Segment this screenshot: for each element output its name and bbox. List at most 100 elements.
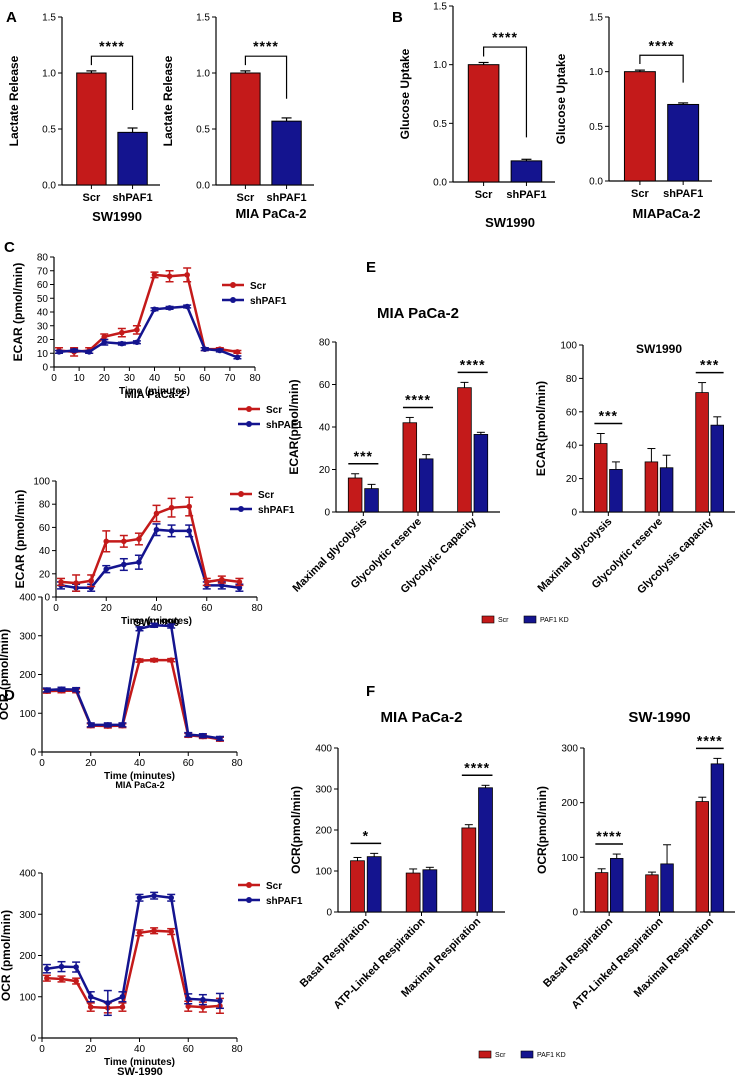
series-line bbox=[60, 505, 240, 585]
legend-swatch bbox=[523, 615, 537, 624]
data-point bbox=[234, 349, 241, 355]
y-tick-label: 400 bbox=[19, 593, 36, 604]
x-tick-label: 0 bbox=[51, 373, 57, 384]
y-tick-label: 1.5 bbox=[196, 13, 210, 24]
x-category-label: Scr bbox=[475, 189, 493, 201]
y-tick-label: 80 bbox=[37, 253, 49, 264]
data-point bbox=[119, 993, 126, 1000]
data-point bbox=[151, 892, 157, 899]
y-tick-label: 0.0 bbox=[589, 177, 603, 188]
data-point bbox=[186, 503, 192, 510]
y-tick-label: 20 bbox=[566, 474, 578, 485]
bar-1 bbox=[271, 120, 302, 186]
bar-1 bbox=[667, 103, 700, 182]
y-tick-label: 0 bbox=[44, 593, 50, 604]
y-tick-label: 40 bbox=[37, 308, 49, 319]
data-point bbox=[136, 625, 143, 632]
y-axis-label: ECAR (pmol/min) bbox=[11, 263, 25, 362]
significance-label: **** bbox=[253, 38, 279, 54]
chart-title: MIA PaCa-2 bbox=[381, 709, 463, 726]
y-tick-label: 100 bbox=[561, 853, 578, 864]
x-tick-label: 60 bbox=[183, 758, 195, 769]
data-point bbox=[44, 687, 50, 693]
x-tick-label: 0 bbox=[39, 1044, 45, 1055]
chart-c1: 0 10 20 30 40 50 60 70 80 ECAR (pmol/min) 0 10 20 30 4… bbox=[11, 253, 287, 402]
bar-paf1-kd bbox=[659, 467, 674, 513]
data-point bbox=[73, 686, 79, 693]
data-point bbox=[185, 731, 192, 738]
data-point bbox=[44, 975, 50, 981]
y-tick-label: 0 bbox=[571, 508, 577, 519]
chart-a1: 0.0 0.5 1.0 1.5 Lactate Release Scr shPAF1 ****… bbox=[7, 13, 160, 224]
x-tick-label: 60 bbox=[201, 603, 213, 614]
data-point bbox=[87, 993, 94, 1000]
chart-title-d1: MIA PaCa-2 bbox=[115, 780, 164, 790]
y-tick-label: 50 bbox=[37, 294, 49, 305]
legend-marker bbox=[238, 506, 244, 512]
legend-marker bbox=[246, 406, 252, 412]
bar-paf1-kd bbox=[710, 763, 725, 913]
significance-label: **** bbox=[464, 759, 490, 775]
bar-paf1-kd bbox=[609, 469, 623, 513]
x-tick-label: 20 bbox=[101, 603, 113, 614]
y-tick-label: 0 bbox=[30, 1034, 36, 1045]
y-tick-label: 80 bbox=[566, 374, 578, 385]
x-tick-label: 20 bbox=[85, 758, 97, 769]
y-tick-label: 1.0 bbox=[196, 69, 210, 80]
y-tick-label: 1.5 bbox=[589, 13, 603, 24]
x-tick-label: 20 bbox=[99, 373, 111, 384]
data-point bbox=[168, 528, 175, 534]
chart-d2: 0 100 200 300 400 OCR (pmol/min) 0 20 40 60 80 Time… bbox=[0, 869, 303, 1069]
chart-title: SW1990 bbox=[636, 342, 682, 356]
y-tick-label: 0.5 bbox=[589, 122, 603, 133]
series-line bbox=[60, 528, 240, 589]
y-tick-label: 100 bbox=[19, 709, 36, 720]
significance-label: **** bbox=[697, 732, 723, 748]
y-axis-label: OCR (pmol/min) bbox=[0, 629, 11, 720]
data-point bbox=[103, 538, 110, 545]
x-category-label: Scr bbox=[83, 192, 101, 204]
data-point bbox=[151, 657, 157, 663]
y-tick-label: 100 bbox=[315, 867, 332, 878]
series-line bbox=[46, 929, 221, 1010]
data-point bbox=[219, 582, 225, 589]
bar-scr bbox=[457, 387, 472, 513]
data-point bbox=[105, 722, 111, 728]
data-point bbox=[185, 1003, 192, 1010]
series-shpaf1 bbox=[42, 891, 224, 1017]
legend-label: Scr bbox=[498, 617, 509, 624]
significance-label: **** bbox=[649, 37, 675, 53]
legend-e: Scr PAF1 KD bbox=[481, 615, 569, 624]
bar-paf1-kd bbox=[366, 856, 382, 913]
data-point bbox=[58, 686, 65, 693]
y-tick-label: 400 bbox=[19, 869, 36, 880]
data-point bbox=[201, 346, 208, 352]
data-point bbox=[200, 996, 206, 1003]
data-point bbox=[219, 576, 225, 583]
y-tick-label: 0 bbox=[30, 748, 36, 759]
data-point bbox=[151, 622, 157, 629]
bar-scr bbox=[461, 827, 477, 913]
data-point bbox=[203, 579, 210, 585]
significance-bracket bbox=[244, 55, 288, 99]
legend: Scr shPAF1 bbox=[222, 281, 287, 307]
data-point bbox=[121, 538, 127, 545]
y-axis-label: Glucose Uptake bbox=[398, 48, 412, 139]
bar-scr bbox=[695, 392, 709, 513]
x-tick-label: 40 bbox=[149, 373, 161, 384]
significance-bracket bbox=[483, 46, 528, 138]
bar-scr bbox=[594, 443, 608, 513]
series-scr bbox=[55, 267, 242, 357]
x-tick-label: 10 bbox=[74, 373, 86, 384]
x-tick-label: 60 bbox=[199, 373, 211, 384]
chart-title: MIAPaCa-2 bbox=[633, 206, 701, 221]
y-tick-label: 1.5 bbox=[42, 13, 56, 24]
series-scr bbox=[42, 927, 224, 1014]
legend-marker bbox=[246, 882, 252, 888]
data-point bbox=[134, 327, 140, 333]
